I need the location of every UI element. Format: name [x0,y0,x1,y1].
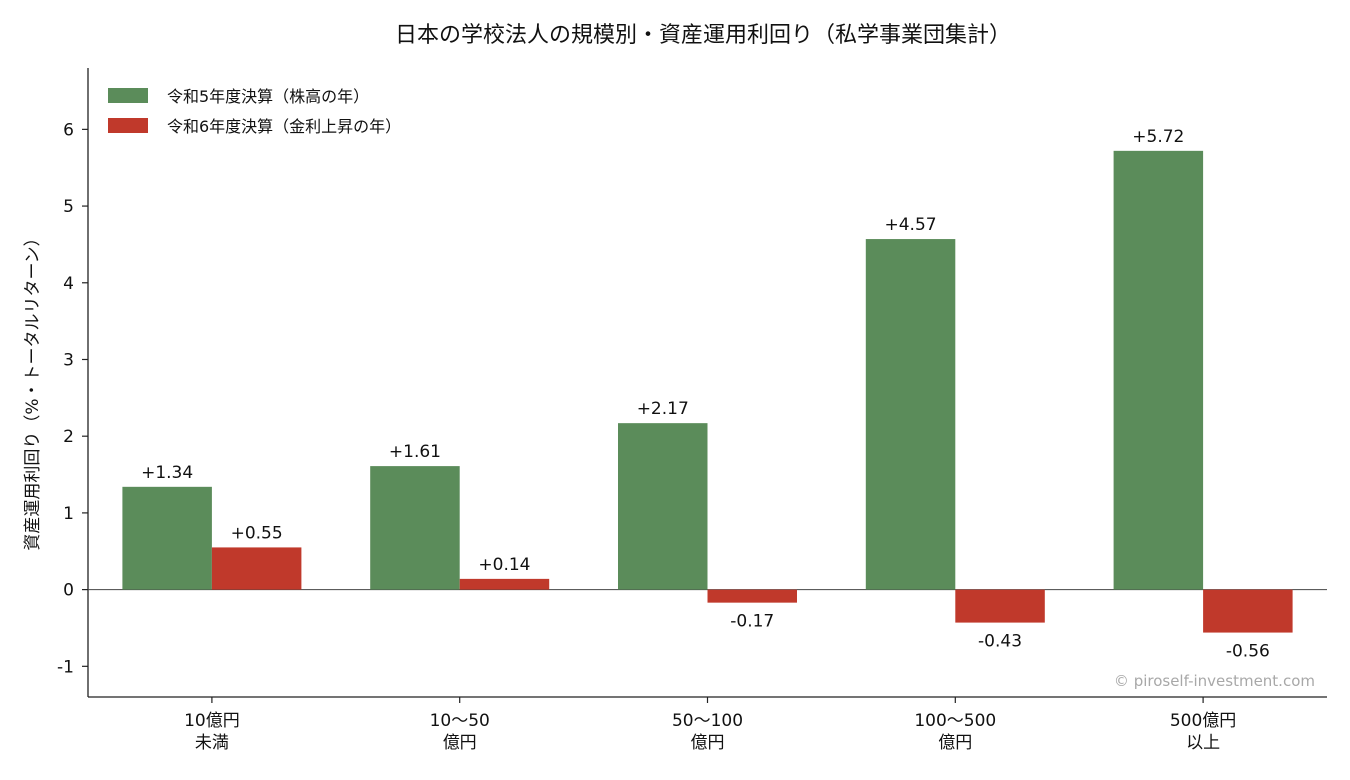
watermark-text: © piroself-investment.com [1114,672,1315,690]
data-label: -0.17 [730,612,774,632]
bar [459,578,550,590]
bars-group [122,150,1293,633]
legend-swatch [108,88,148,103]
bar [122,486,212,590]
legend-swatch [108,118,148,133]
y-tick-label: 4 [63,274,74,294]
x-tick-label: 500億円 [1170,711,1236,731]
legend-label: 令和5年度決算（株高の年） [167,87,369,106]
bar [865,239,956,590]
y-tick-label: -1 [57,657,74,677]
x-tick-label: 億円 [443,733,477,753]
y-tick-label: 0 [63,581,74,601]
x-tick-label: 10〜50 [430,711,490,731]
data-label: +0.55 [231,523,283,543]
y-tick-label: 2 [63,427,74,447]
legend-label: 令和6年度決算（金利上昇の年） [167,117,401,136]
axes: -1012345610億円未満10〜50億円50〜100億円100〜500億円5… [57,68,1327,753]
data-labels-group: +1.34 +0.55 +1.61 +0.14 +2.17 -0.17 +4.57 -0.43… [141,127,1270,662]
chart-title: 日本の学校法人の規模別・資産運用利回り（私学事業団集計） [395,23,1011,48]
y-tick-label: 6 [63,120,74,140]
bar [1203,589,1293,633]
bar [370,466,460,590]
x-tick-label: 億円 [938,733,972,753]
x-tick-label: 100〜500 [914,711,996,731]
data-label: +2.17 [637,399,689,419]
bar [707,589,797,603]
legend: 令和5年度決算（株高の年） 令和6年度決算（金利上昇の年） [108,87,401,136]
x-tick-label: 50〜100 [672,711,743,731]
y-tick-label: 1 [63,504,74,524]
x-tick-label: 億円 [691,733,725,753]
bar [211,547,302,590]
y-tick-label: 5 [63,197,74,217]
data-label: +0.14 [478,555,530,575]
bar [1113,150,1204,590]
data-label: +1.61 [389,442,441,462]
bar [618,423,708,590]
data-label: +1.34 [141,463,193,483]
data-label: -0.56 [1226,642,1270,662]
data-label: +4.57 [884,215,936,235]
y-tick-label: 3 [63,350,74,370]
x-tick-label: 未満 [195,733,229,753]
data-label: +5.72 [1132,127,1184,147]
y-axis-label: 資産運用利回り（%・トータルリターン） [23,229,43,550]
x-tick-label: 以上 [1186,733,1220,753]
bar [955,589,1045,623]
x-tick-label: 10億円 [184,711,240,731]
data-label: -0.43 [978,632,1022,652]
